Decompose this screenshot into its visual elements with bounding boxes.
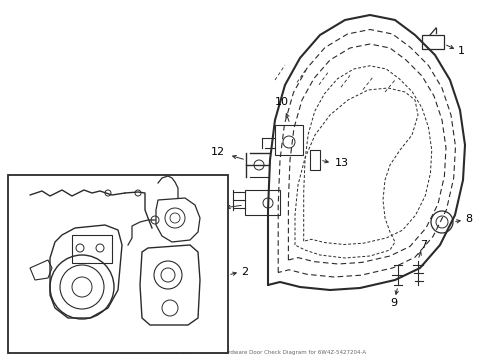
Text: 1: 1: [457, 46, 464, 56]
Text: 8: 8: [465, 214, 471, 224]
Text: 10: 10: [274, 97, 288, 107]
Text: 7: 7: [420, 240, 427, 250]
Bar: [244, 190, 280, 215]
Bar: [421, 35, 443, 49]
Text: 9: 9: [389, 298, 397, 308]
Text: 11: 11: [205, 204, 220, 214]
Text: 12: 12: [210, 147, 224, 157]
Text: 2: 2: [241, 267, 248, 277]
Bar: [72, 235, 112, 263]
Bar: [8, 175, 227, 353]
Text: 13: 13: [334, 158, 348, 168]
Text: 4: 4: [84, 212, 91, 222]
Text: 5: 5: [186, 255, 193, 265]
Text: 2001 Lincoln LS Rear Door - Lock & Hardware Door Check Diagram for 6W4Z-5427204-: 2001 Lincoln LS Rear Door - Lock & Hardw…: [122, 350, 366, 355]
Bar: [309, 150, 319, 170]
Text: 3: 3: [160, 343, 167, 353]
Bar: [274, 125, 303, 155]
